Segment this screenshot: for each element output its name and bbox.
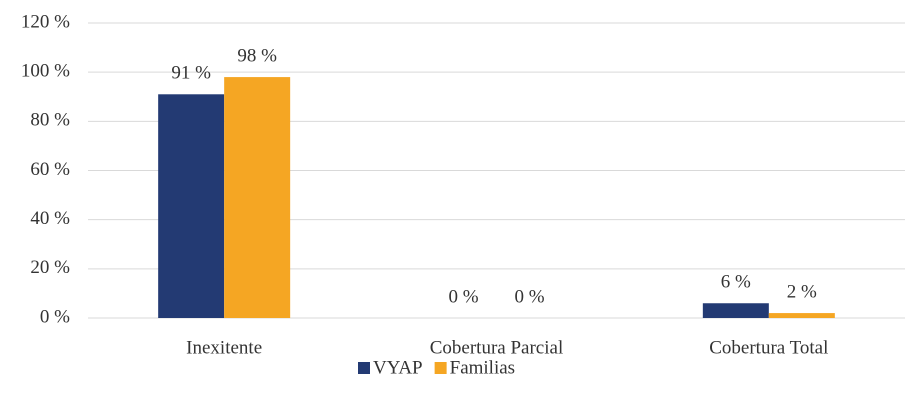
x-tick-label: Cobertura Total <box>709 337 828 358</box>
legend-label: Familias <box>450 357 515 378</box>
legend-label: VYAP <box>373 357 423 378</box>
y-tick-label: 120 % <box>21 11 70 32</box>
data-label: 98 % <box>237 45 277 66</box>
data-label: 6 % <box>721 272 751 293</box>
y-tick-label: 100 % <box>21 61 70 82</box>
bar <box>224 77 291 318</box>
y-tick-label: 80 % <box>30 110 70 131</box>
y-tick-label: 0 % <box>40 306 70 327</box>
y-tick-label: 20 % <box>30 257 70 278</box>
y-tick-label: 60 % <box>30 159 70 180</box>
legend-swatch <box>358 362 370 374</box>
data-label: 2 % <box>787 281 817 302</box>
data-label: 0 % <box>448 286 478 307</box>
bar <box>702 303 769 318</box>
data-label: 0 % <box>514 286 544 307</box>
legend-swatch <box>434 362 447 374</box>
x-tick-label: Inexitente <box>186 337 262 358</box>
bar <box>158 94 225 319</box>
y-tick-label: 40 % <box>30 208 70 229</box>
data-label: 91 % <box>171 63 211 84</box>
x-tick-label: Cobertura Parcial <box>430 337 563 358</box>
bar <box>768 313 835 318</box>
